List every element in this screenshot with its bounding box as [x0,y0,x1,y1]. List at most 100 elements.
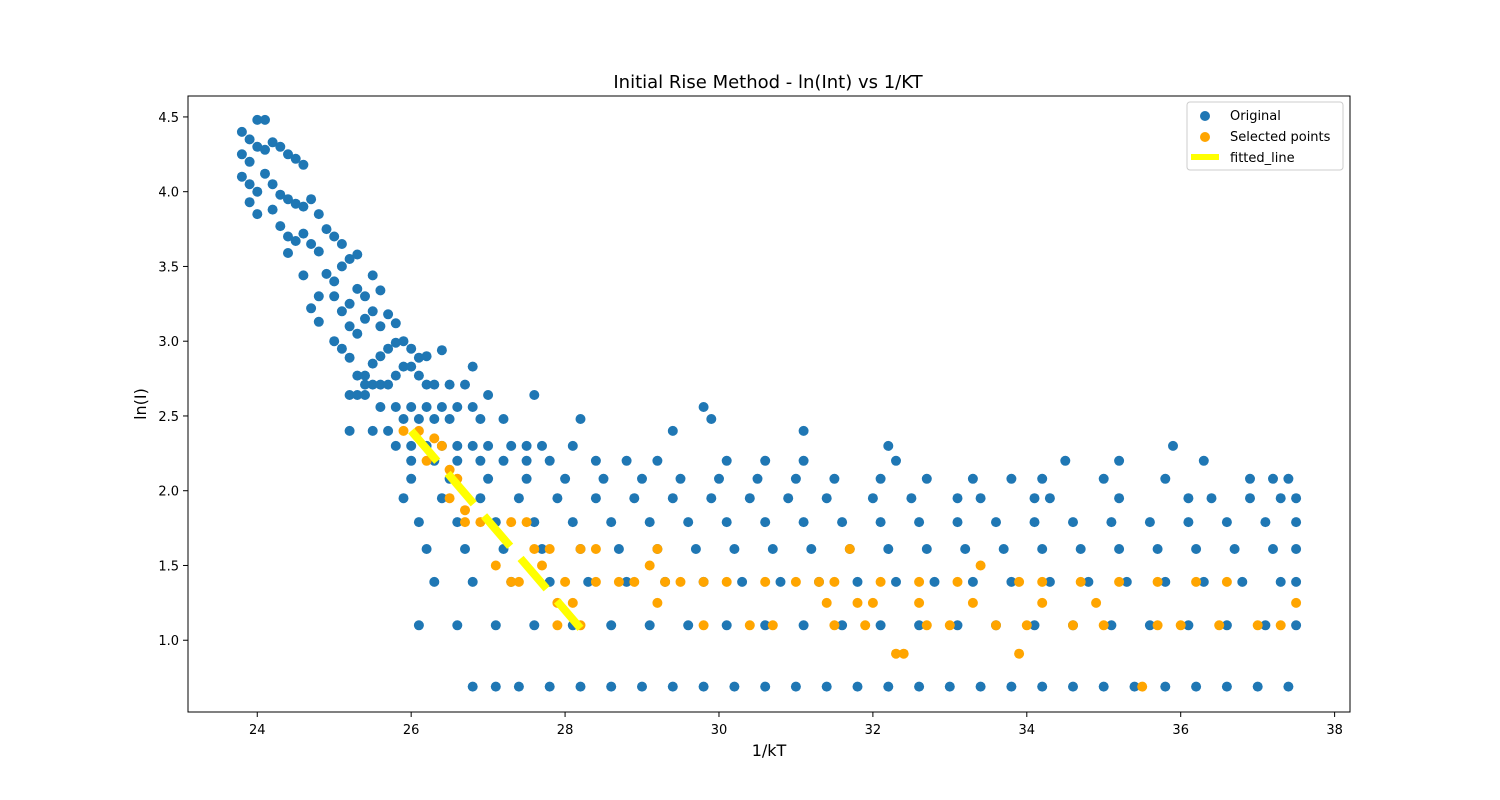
original-point [329,291,340,302]
selected-point [567,597,578,608]
selected-point [1152,576,1163,587]
original-point [891,576,901,587]
original-point [244,197,255,208]
original-point [1144,620,1155,631]
original-point [1221,681,1232,692]
original-point [521,473,532,484]
original-point [452,402,463,412]
selected-point [436,440,447,451]
original-point [483,390,494,400]
x-tick-label: 36 [1172,723,1189,738]
original-point [290,198,301,209]
original-point [1268,473,1278,484]
selected-point [829,576,840,587]
original-point [344,390,355,400]
original-point [329,276,340,287]
original-point [352,370,363,381]
original-point [521,455,532,466]
original-point [744,493,755,504]
original-point [998,544,1009,554]
original-point [829,473,840,484]
selected-point [506,517,517,528]
original-point [1098,681,1109,692]
original-point [975,681,986,692]
legend-marker-selected [1200,132,1210,142]
original-point [236,149,247,160]
original-point [721,455,732,466]
original-point [475,414,486,424]
original-point [406,402,417,412]
original-point [583,576,594,587]
selected-point [429,433,440,444]
legend-marker-original [1200,111,1210,121]
original-point [244,134,255,145]
original-point [267,137,278,148]
original-point [506,440,517,451]
original-point [560,473,571,484]
original-point [537,440,547,451]
original-point [1206,493,1217,504]
x-axis: 24 26 28 30 32 34 36 38 [249,712,1343,738]
original-point [313,316,324,327]
original-point [598,473,609,484]
selected-point [767,620,778,631]
original-point [483,473,494,484]
original-point [252,186,263,197]
selected-point [698,620,709,631]
series-fitted-line [408,428,584,631]
original-point [375,321,386,332]
selected-point [590,544,601,554]
original-point [375,379,386,390]
original-point [921,544,932,554]
original-point [398,493,409,504]
original-point [352,283,363,294]
original-point [852,576,863,587]
original-point [421,351,432,362]
legend-label-fitted-line: fitted_line [1230,151,1295,166]
original-point [375,402,386,412]
original-point [1152,544,1163,554]
legend-label-original: Original [1230,109,1281,124]
original-point [329,336,340,347]
original-point [675,473,686,484]
original-point [544,681,555,692]
selected-point [860,620,871,631]
original-point [306,194,317,205]
original-point [1283,473,1294,484]
original-point [529,390,540,400]
selected-point [1091,597,1102,608]
original-point [1291,620,1302,631]
original-point [752,473,763,484]
x-tick-label: 34 [1019,723,1036,738]
original-point [1183,493,1194,504]
original-point [260,168,270,179]
selected-point [1275,620,1286,631]
original-point [406,455,417,466]
selected-point [698,576,709,587]
selected-point [844,544,855,554]
original-point [413,620,424,631]
y-tick-label: 1.0 [158,634,179,649]
original-point [567,517,578,528]
original-point [852,681,863,692]
series-selected-points [398,425,1302,692]
selected-point [652,597,663,608]
original-point [367,379,378,390]
selected-point [629,576,640,587]
original-point [1229,544,1240,554]
original-point [798,620,809,631]
original-point [490,681,501,692]
original-point [498,414,509,424]
original-point [1291,517,1302,528]
original-point [1037,544,1048,554]
original-point [952,517,963,528]
fitted-line [408,428,584,631]
original-point [436,402,447,412]
selected-point [398,425,409,436]
original-point [714,473,724,484]
y-axis-label: ln(I) [131,388,150,420]
selected-point [490,560,501,571]
original-point [283,194,293,205]
original-point [567,440,578,451]
selected-point [921,620,932,631]
